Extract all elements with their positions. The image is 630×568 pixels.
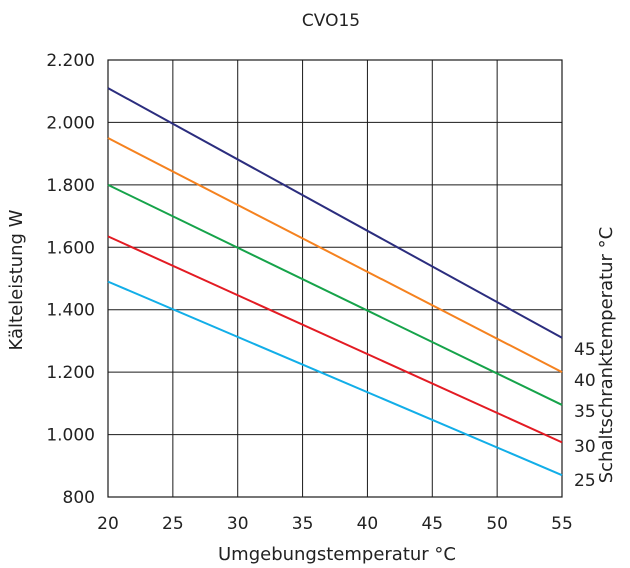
series-label-25: 25 [574,471,596,491]
x-tick-label: 25 [162,514,184,534]
y-tick-label: 2.000 [46,113,95,133]
y-axis-label: Kälteleistung W [6,209,27,350]
x-tick-label: 50 [486,514,508,534]
y-tick-label: 800 [63,488,95,508]
y-axis-ticks: 800 1.000 1.200 1.400 1.600 1.800 2.000 2.200 [46,51,95,508]
y-tick-label: 1.400 [46,301,95,321]
series-line-40 [107,137,563,374]
y-tick-label: 1.200 [46,363,95,383]
y-tick-label: 1.000 [46,426,95,446]
series-label-45: 45 [574,340,596,360]
series-label-30: 30 [574,437,596,457]
series-lines [107,87,563,477]
x-axis-label: Umgebungstemperatur °C [218,544,456,565]
series-labels: 45 40 35 30 25 [574,340,596,491]
x-tick-label: 45 [421,514,443,534]
y-tick-label: 1.600 [46,238,95,258]
series-line-25 [107,280,563,477]
x-tick-label: 30 [227,514,249,534]
chart-title: CVO15 [302,11,360,31]
plot-frame [107,59,563,498]
series-label-35: 35 [574,402,596,422]
series-line-45 [107,87,563,339]
right-axis-label: Schaltschranktemperatur °C [596,227,617,484]
series-line-35 [107,183,563,406]
x-tick-label: 55 [551,514,573,534]
x-tick-label: 40 [357,514,379,534]
series-label-40: 40 [574,371,596,391]
series-line-30 [107,235,563,444]
grid [107,59,563,498]
y-tick-label: 1.800 [46,176,95,196]
x-axis-ticks: 20 25 30 35 40 45 50 55 [97,514,573,534]
x-tick-label: 35 [292,514,314,534]
x-tick-label: 20 [97,514,119,534]
y-tick-label: 2.200 [46,51,95,71]
